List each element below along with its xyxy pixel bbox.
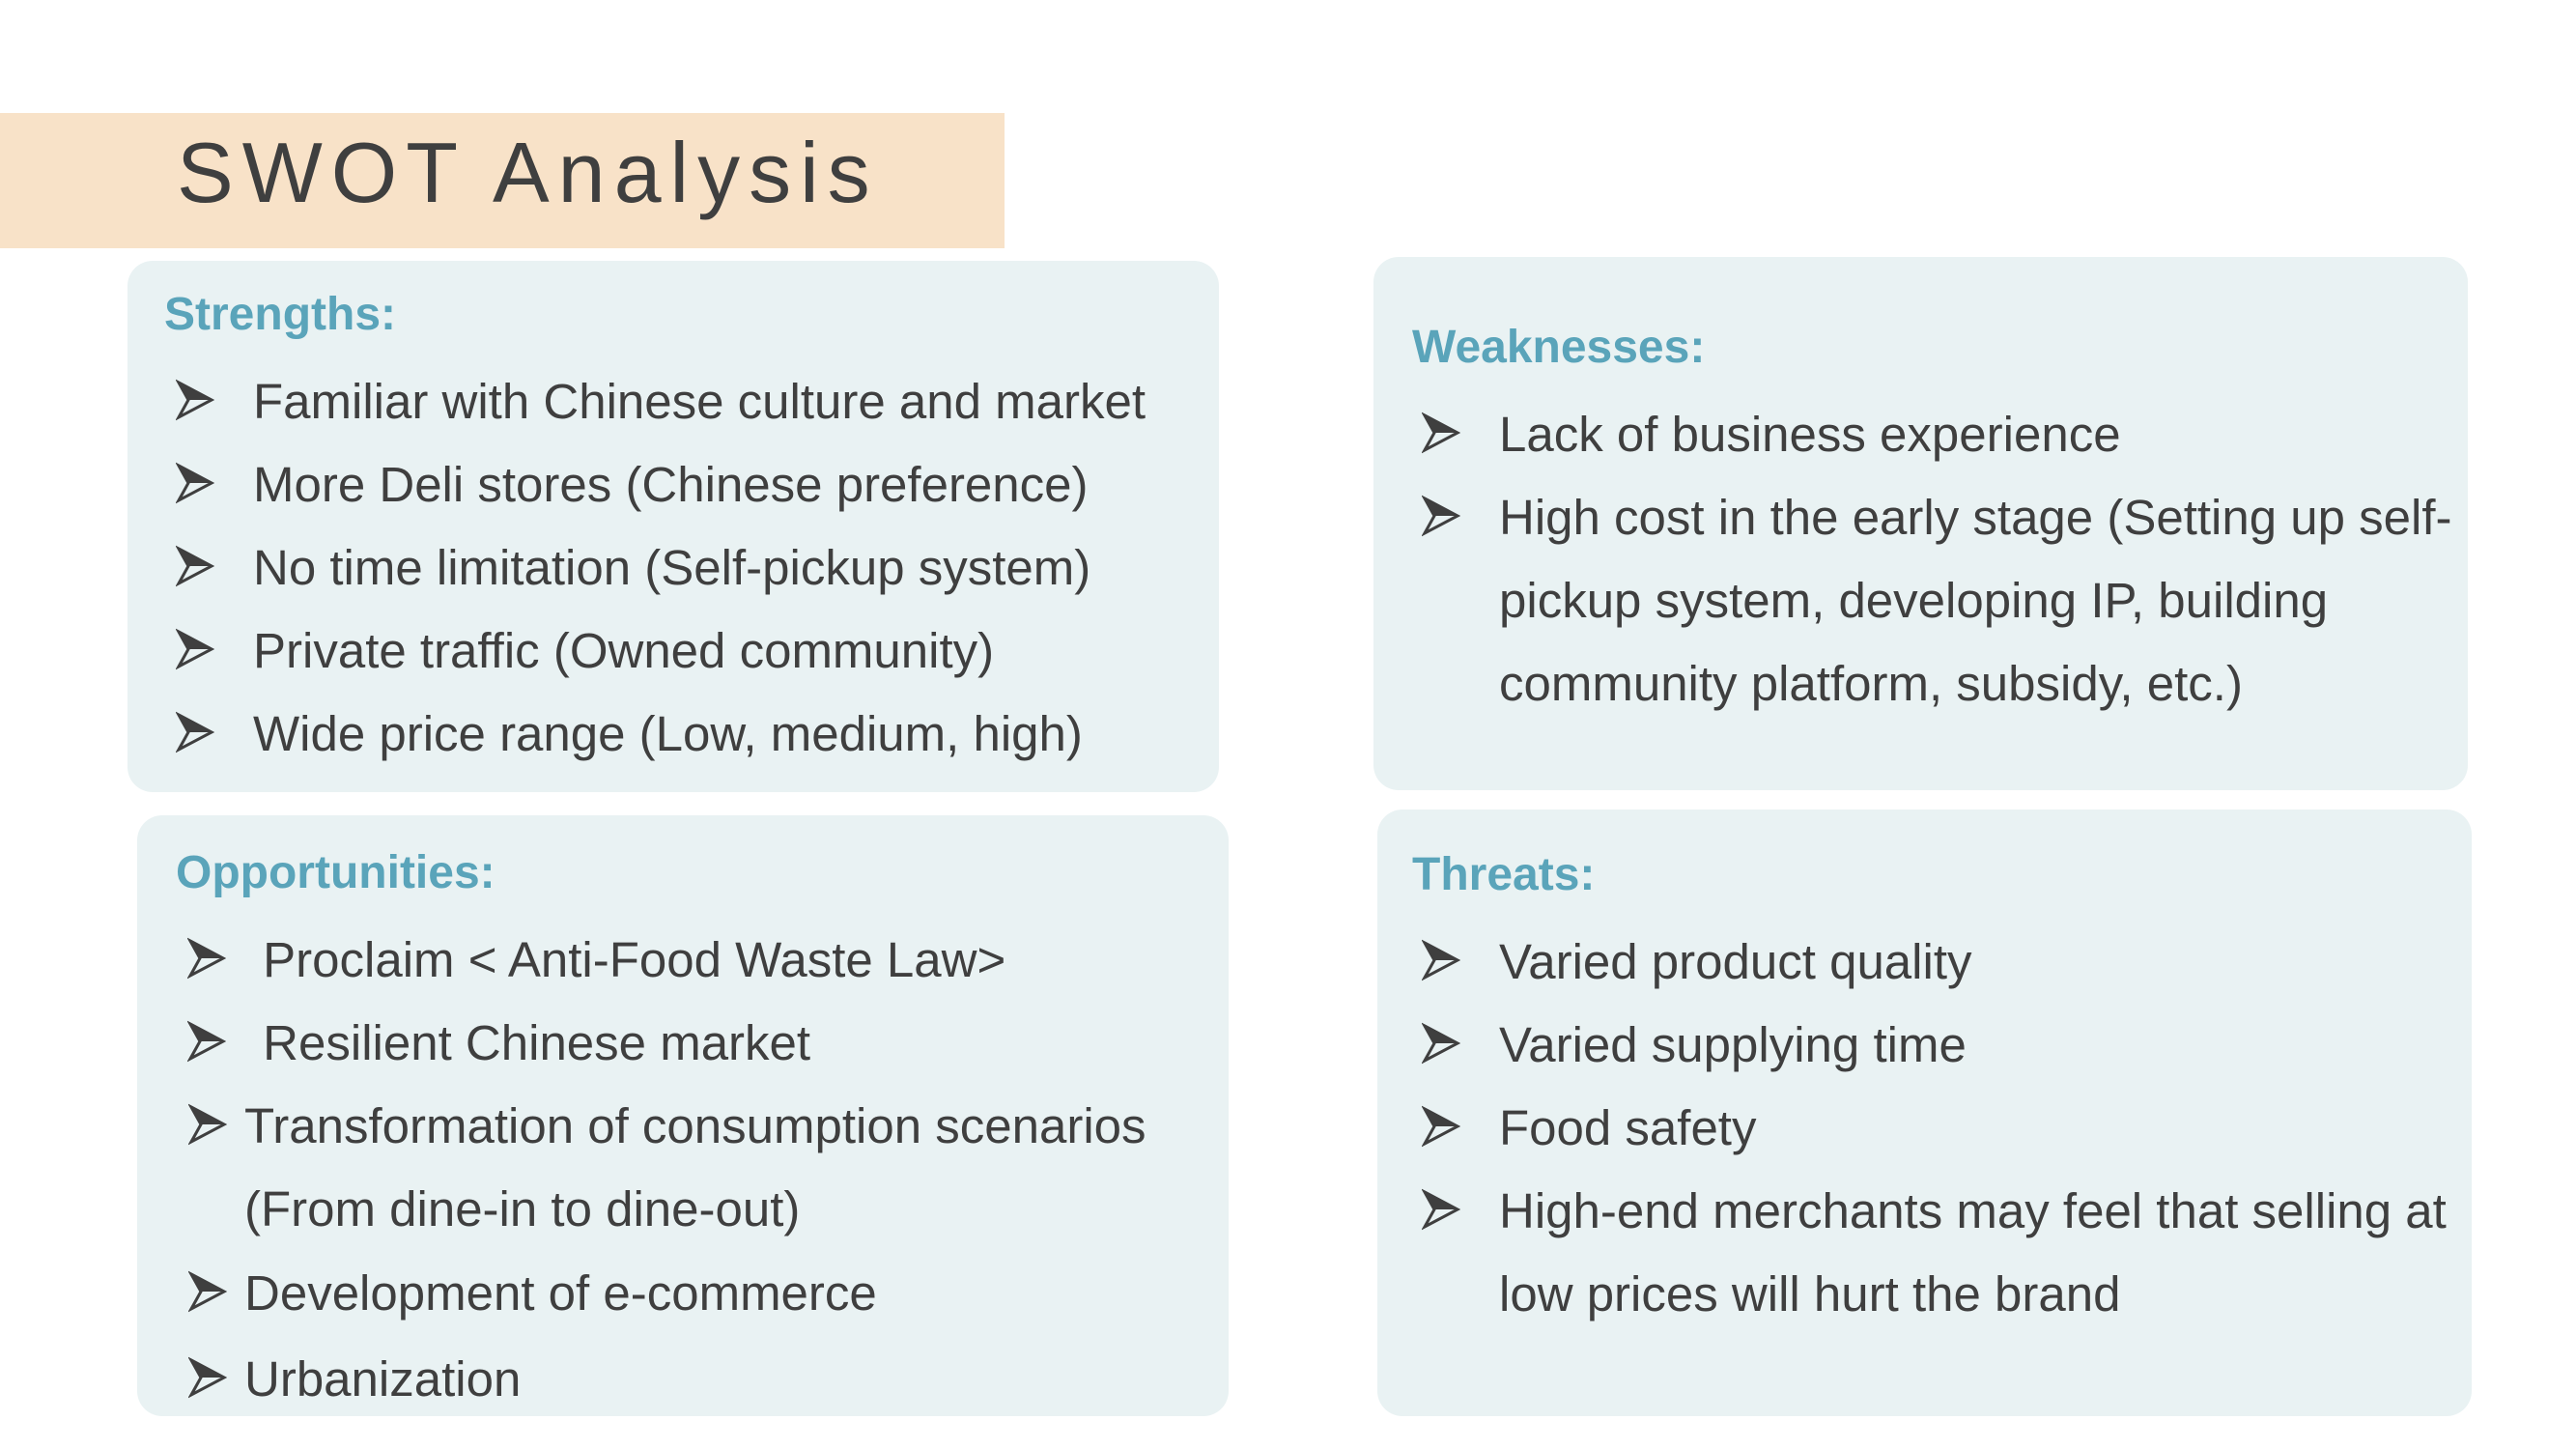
weaknesses-item-continuation: community platform, subsidy, etc.) <box>1499 656 2243 711</box>
arrow-bullet-icon <box>176 462 214 504</box>
threats-heading: Threats: <box>1412 849 1596 900</box>
opportunities-item: Development of e-commerce <box>188 1268 877 1318</box>
weaknesses-heading: Weaknesses: <box>1412 322 1706 373</box>
arrow-bullet-icon <box>1422 1105 1460 1148</box>
arrow-bullet-icon <box>1422 1188 1460 1231</box>
arrow-bullet-icon <box>1422 495 1460 537</box>
strengths-item: More Deli stores (Chinese preference) <box>176 460 1089 509</box>
weaknesses-item: Lack of business experience <box>1422 410 2121 459</box>
arrow-bullet-icon <box>176 628 214 670</box>
title-banner <box>0 113 1005 248</box>
strengths-item: Familiar with Chinese culture and market <box>176 377 1146 426</box>
arrow-bullet-icon <box>1422 939 1460 981</box>
arrow-bullet-icon <box>176 379 214 421</box>
arrow-bullet-icon <box>187 1020 226 1063</box>
weaknesses-item: High cost in the early stage (Setting up… <box>1422 493 2452 542</box>
opportunities-item: Transformation of consumption scenarios <box>188 1101 1146 1151</box>
opportunities-item-continuation: (From dine-in to dine-out) <box>244 1181 801 1236</box>
arrow-bullet-icon <box>1422 1022 1460 1065</box>
page-title: SWOT Analysis <box>177 125 879 220</box>
opportunities-box <box>137 815 1229 1416</box>
weaknesses-box <box>1373 257 2468 790</box>
arrow-bullet-icon <box>188 1103 227 1146</box>
opportunities-heading: Opportunities: <box>176 847 495 898</box>
strengths-heading: Strengths: <box>164 289 396 340</box>
strengths-item: No time limitation (Self-pickup system) <box>176 543 1090 592</box>
threats-item: Food safety <box>1422 1103 1756 1152</box>
opportunities-item: Urbanization <box>188 1354 521 1404</box>
strengths-item: Private traffic (Owned community) <box>176 626 994 675</box>
threats-item: Varied supplying time <box>1422 1020 1967 1069</box>
arrow-bullet-icon <box>188 1356 227 1399</box>
weaknesses-item-continuation: pickup system, developing IP, building <box>1499 573 2329 628</box>
strengths-item: Wide price range (Low, medium, high) <box>176 709 1083 758</box>
arrow-bullet-icon <box>176 545 214 587</box>
threats-item: High-end merchants may feel that selling… <box>1422 1186 2447 1236</box>
threats-item: Varied product quality <box>1422 937 1972 986</box>
arrow-bullet-icon <box>1422 412 1460 454</box>
arrow-bullet-icon <box>188 1270 227 1313</box>
arrow-bullet-icon <box>176 711 214 753</box>
threats-item-continuation: low prices will hurt the brand <box>1499 1266 2121 1321</box>
arrow-bullet-icon <box>187 937 226 980</box>
threats-box <box>1377 810 2472 1416</box>
opportunities-item: Proclaim < Anti-Food Waste Law> <box>187 935 1005 984</box>
strengths-box <box>127 261 1219 792</box>
opportunities-item: Resilient Chinese market <box>187 1018 810 1067</box>
